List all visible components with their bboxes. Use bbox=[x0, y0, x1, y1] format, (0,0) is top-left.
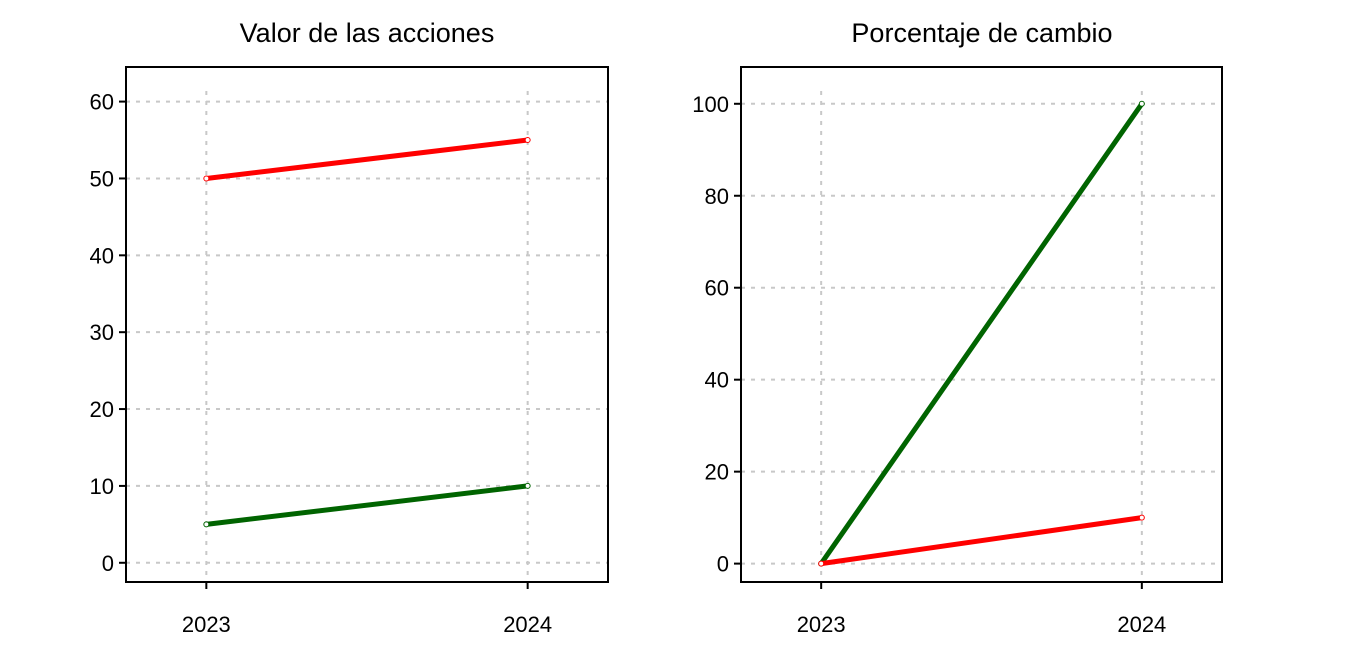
y-tick-label: 50 bbox=[90, 166, 114, 191]
x-tick-label: 2024 bbox=[503, 612, 552, 637]
chart-panel-1: Valor de las acciones 0 10 20 30 40 50 60 2023 20… bbox=[90, 18, 609, 637]
series-2-point-2023 bbox=[203, 521, 210, 528]
series-1-point-2023 bbox=[203, 175, 210, 182]
y-tick-label: 80 bbox=[705, 184, 729, 209]
y-tick-label: 100 bbox=[692, 92, 729, 117]
series-1-point-2024 bbox=[1138, 100, 1145, 107]
y-tick-label: 60 bbox=[90, 90, 114, 115]
series-line-2 bbox=[203, 483, 531, 527]
y-tick-label: 30 bbox=[90, 320, 114, 345]
x-tick-label: 2023 bbox=[182, 612, 231, 637]
y-tick-label: 10 bbox=[90, 474, 114, 499]
chart-title: Valor de las acciones bbox=[240, 18, 495, 48]
chart-title: Porcentaje de cambio bbox=[851, 18, 1112, 48]
series-line-1 bbox=[818, 101, 1145, 567]
y-tick-label: 40 bbox=[90, 243, 114, 268]
series-2-point-2024 bbox=[1138, 514, 1145, 521]
y-tick-label: 20 bbox=[90, 397, 114, 422]
x-tick-label: 2024 bbox=[1117, 612, 1166, 637]
series-1-point-2024 bbox=[524, 137, 531, 144]
y-tick-label: 0 bbox=[717, 552, 729, 577]
series-2-point-2024 bbox=[524, 482, 531, 489]
chart-panel-2: Porcentaje de cambio 0 20 40 60 80 100 2023 2024 bbox=[692, 18, 1223, 637]
series-2-point-2023 bbox=[818, 560, 825, 567]
plot-frame bbox=[740, 66, 1223, 583]
y-tick-label: 40 bbox=[705, 368, 729, 393]
plot-frame bbox=[125, 66, 609, 583]
y-tick-label: 0 bbox=[102, 551, 114, 576]
series-line-2 bbox=[818, 515, 1145, 567]
x-tick-label: 2023 bbox=[797, 612, 846, 637]
series-line-1 bbox=[203, 137, 531, 181]
y-tick-label: 60 bbox=[705, 276, 729, 301]
y-tick-label: 20 bbox=[705, 460, 729, 485]
